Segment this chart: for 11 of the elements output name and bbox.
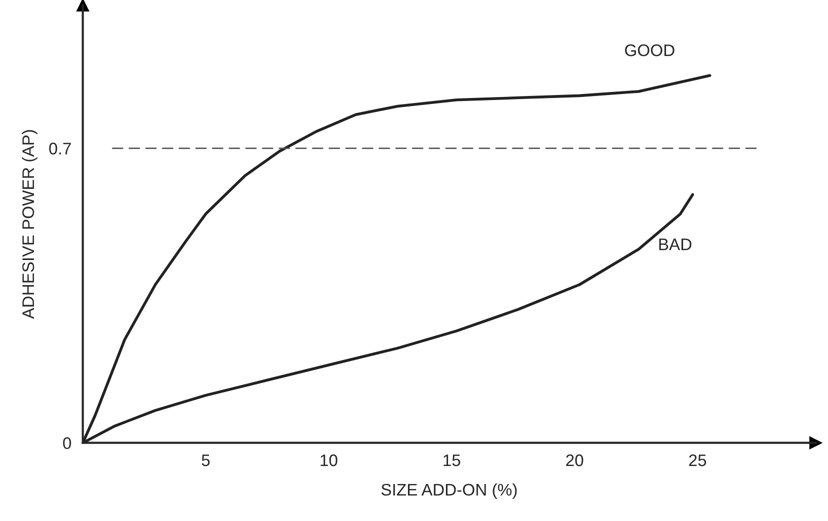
x-axis-title: SIZE ADD-ON (%) <box>381 483 517 499</box>
series-label: BAD <box>659 238 692 250</box>
x-tick-label: 15 <box>444 454 460 466</box>
series-label: GOOD <box>625 44 674 56</box>
x-tick-label: 5 <box>202 454 210 466</box>
x-tick-label: 20 <box>566 454 584 466</box>
y-tick-label: 0 <box>63 437 72 450</box>
x-tick-label: 10 <box>320 454 338 466</box>
x-tick-label: 25 <box>689 454 706 466</box>
y-tick-label: 0.7 <box>49 142 71 154</box>
y-axis-title: ADHESIVE POWER (AP) <box>22 130 38 319</box>
